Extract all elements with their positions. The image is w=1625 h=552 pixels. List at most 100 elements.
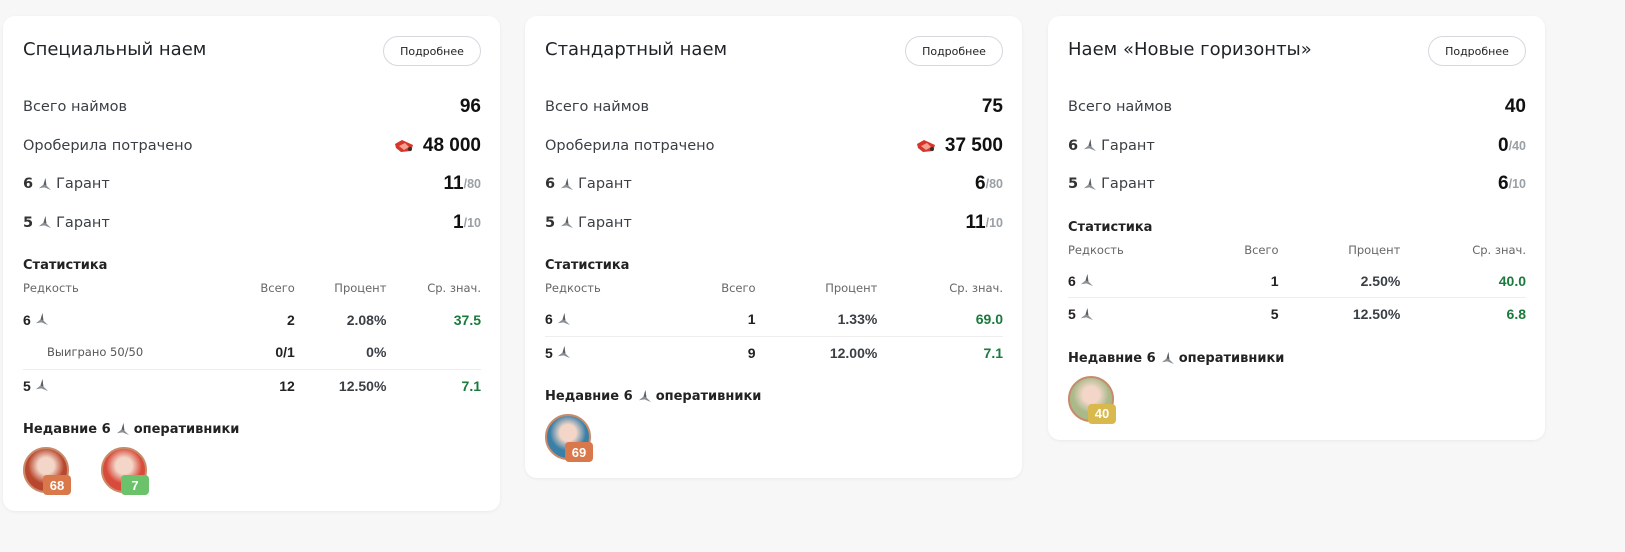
average-cell: 40.0 <box>1498 272 1526 289</box>
average-cell: 7.1 <box>386 368 481 402</box>
stats-table: Редкость Всего Процент Ср. знач. 6 2 2.08% 37.5… <box>23 281 481 402</box>
guarantee-max: /40 <box>1508 138 1526 153</box>
guarantee-value: 11 <box>443 173 464 195</box>
spent-row: Ороберила потрачено 48 000 <box>23 127 481 166</box>
card-title: Специальный наем <box>23 39 207 60</box>
average-cell: 6.8 <box>1400 297 1526 331</box>
banner-card: Стандартный наем Подробнее Всего наймов 7… <box>525 16 1022 478</box>
guarantee-label: Гарант <box>56 214 110 231</box>
total-pulls-label: Всего наймов <box>545 99 650 116</box>
sub-label: Выиграно 50/50 <box>47 345 144 360</box>
spent-value: 37 500 <box>944 134 1003 156</box>
total-cell: 12 <box>234 368 295 402</box>
total-pulls-value: 40 <box>1504 96 1526 118</box>
average-cell <box>386 336 481 369</box>
rarity-label: 6 <box>545 176 556 193</box>
column-header: Всего <box>1244 242 1279 257</box>
column-header: Ср. знач. <box>949 281 1003 295</box>
guarantee-row: 6 Гарант 6/80 <box>545 165 1003 204</box>
stats-table: Редкость Всего Процент Ср. знач. 6 1 2.50% 40.0… <box>1068 243 1526 331</box>
recent-title-b: оперативники <box>133 422 240 437</box>
stats-title: Статистика <box>545 258 630 273</box>
recent-title-a: Недавние 6 <box>1068 350 1156 366</box>
percent-cell: 2.08% <box>346 311 387 328</box>
total-cell: 2 <box>286 311 295 328</box>
rarity-star-icon <box>638 389 651 403</box>
pity-badge: 69 <box>565 442 593 462</box>
rarity-label: 6 <box>23 311 31 328</box>
recent-title-a: Недавние 6 <box>23 422 111 437</box>
recent-title: Недавние 6 оперативники <box>1068 351 1526 366</box>
percent-cell: 12.50% <box>294 368 387 402</box>
orundum-icon <box>916 139 935 152</box>
column-header: Ср. знач. <box>427 281 481 295</box>
table-row: 6 1 1.33% 69.0 <box>545 303 1003 336</box>
rarity-star-icon <box>557 346 570 359</box>
rarity-star-icon <box>1161 351 1174 364</box>
operator-avatar[interactable]: 69 <box>545 414 593 462</box>
column-header: Всего <box>260 281 295 295</box>
stats-title: Статистика <box>23 258 108 273</box>
total-pulls-value: 96 <box>459 96 481 118</box>
column-header: Процент <box>825 281 878 295</box>
table-row: 6 2 2.08% 37.5 <box>23 303 481 336</box>
operator-avatar[interactable]: 68 <box>23 447 71 495</box>
total-cell: 0/1 <box>275 344 295 361</box>
column-header: Редкость <box>545 281 601 295</box>
pity-badge: 40 <box>1088 403 1116 424</box>
guarantee-row: 6 Гарант 0/40 <box>1068 127 1526 166</box>
spent-label: Ороберила потрачено <box>23 137 193 154</box>
column-header: Процент <box>334 281 387 295</box>
total-pulls-row: Всего наймов 75 <box>545 88 1003 127</box>
spent-row: Ороберила потрачено 37 500 <box>545 127 1003 166</box>
recent-title-a: Недавние 6 <box>545 389 633 404</box>
total-cell: 5 <box>1198 297 1279 331</box>
guarantee-label: Гарант <box>56 176 110 193</box>
rarity-star-icon <box>38 177 52 190</box>
operator-avatar[interactable]: 40 <box>1068 375 1116 424</box>
guarantee-max: /80 <box>463 177 481 192</box>
guarantee-row: 5 Гарант 11/10 <box>545 204 1003 243</box>
rarity-star-icon <box>1080 274 1093 287</box>
guarantee-max: /10 <box>1508 177 1526 192</box>
guarantee-label: Гарант <box>578 176 632 193</box>
card-title: Наем «Новые горизонты» <box>1068 39 1312 60</box>
percent-cell: 12.50% <box>1278 297 1401 331</box>
total-cell: 1 <box>747 311 756 328</box>
guarantee-label: Гарант <box>1101 137 1155 154</box>
average-cell: 37.5 <box>453 311 481 328</box>
rarity-star-icon <box>560 177 574 190</box>
details-button[interactable]: Подробнее <box>383 36 481 66</box>
guarantee-value: 6 <box>975 173 986 195</box>
total-pulls-label: Всего наймов <box>1068 99 1173 116</box>
rarity-star-icon <box>1083 139 1097 152</box>
rarity-label: 5 <box>23 214 34 231</box>
rarity-star-icon <box>557 312 570 325</box>
banner-card: Наем «Новые горизонты» Подробнее Всего н… <box>1048 16 1545 440</box>
stats-title: Статистика <box>1068 219 1153 235</box>
recent-title-b: оперативники <box>1178 350 1285 366</box>
details-button[interactable]: Подробнее <box>1428 36 1526 66</box>
rarity-star-icon <box>1083 177 1097 190</box>
pity-badge: 7 <box>121 475 149 495</box>
guarantee-row: 5 Гарант 6/10 <box>1068 165 1526 204</box>
column-header: Всего <box>721 281 756 295</box>
guarantee-value: 1 <box>453 211 464 233</box>
guarantee-row: 5 Гарант 1/10 <box>23 204 481 243</box>
operator-avatar[interactable]: 7 <box>101 447 149 495</box>
rarity-star-icon <box>35 379 48 392</box>
column-header: Редкость <box>1068 242 1124 257</box>
total-pulls-value: 75 <box>981 96 1003 118</box>
orundum-icon <box>394 139 413 152</box>
details-button[interactable]: Подробнее <box>905 36 1003 66</box>
guarantee-max: /10 <box>985 215 1003 230</box>
spent-label: Ороберила потрачено <box>545 137 715 154</box>
rarity-star-icon <box>1080 307 1093 320</box>
guarantee-max: /80 <box>985 177 1003 192</box>
guarantee-max: /10 <box>463 215 481 230</box>
recent-title: Недавние 6 оперативники <box>23 422 481 437</box>
guarantee-value: 11 <box>965 211 986 233</box>
total-cell: 9 <box>675 335 756 369</box>
rarity-label: 5 <box>1068 306 1076 323</box>
rarity-star-icon <box>116 422 129 436</box>
